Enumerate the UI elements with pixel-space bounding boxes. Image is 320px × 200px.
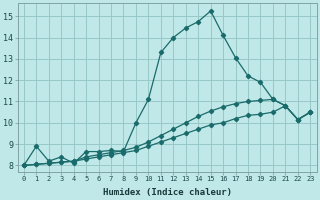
X-axis label: Humidex (Indice chaleur): Humidex (Indice chaleur) xyxy=(103,188,232,197)
